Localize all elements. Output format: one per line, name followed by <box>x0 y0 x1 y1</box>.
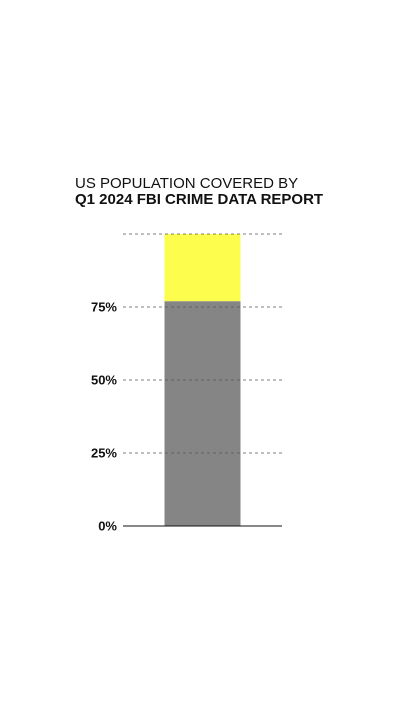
bar-segment <box>164 234 241 302</box>
y-tick-label: 0% <box>98 518 117 533</box>
bar-segment <box>164 301 241 526</box>
y-tick-label: 75% <box>91 299 117 314</box>
chart-subtitle: Q1 2024 FBI CRIME DATA REPORT <box>75 191 323 208</box>
y-tick-label: 25% <box>91 445 117 460</box>
y-tick-label: 50% <box>91 372 117 387</box>
chart-title: US POPULATION COVERED BY <box>75 175 298 192</box>
